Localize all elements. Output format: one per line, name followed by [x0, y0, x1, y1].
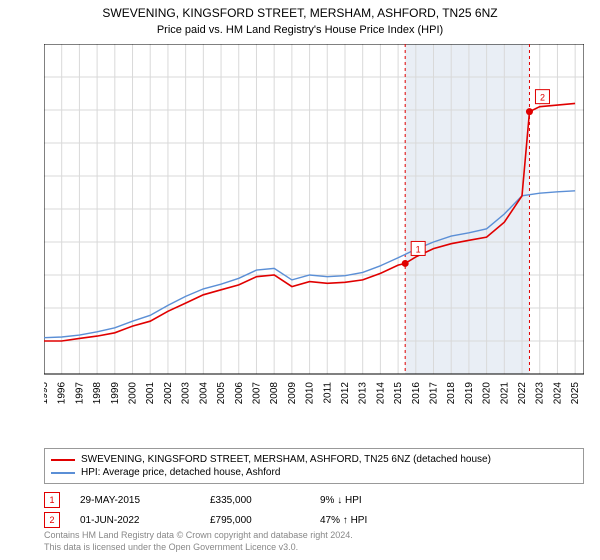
svg-text:2003: 2003	[181, 382, 192, 405]
chart-title: SWEVENING, KINGSFORD STREET, MERSHAM, AS…	[0, 0, 600, 22]
svg-text:2022: 2022	[517, 382, 528, 405]
svg-text:2024: 2024	[552, 382, 563, 405]
svg-text:2012: 2012	[340, 382, 351, 405]
marker-date: 29-MAY-2015	[80, 495, 210, 506]
svg-text:2007: 2007	[251, 382, 262, 405]
marker-row: 1 29-MAY-2015£335,0009% ↓ HPI	[44, 490, 584, 510]
svg-text:1999: 1999	[110, 382, 121, 405]
legend: SWEVENING, KINGSFORD STREET, MERSHAM, AS…	[44, 448, 584, 484]
marker-pct: 47% ↑ HPI	[320, 515, 450, 526]
svg-text:2010: 2010	[305, 382, 316, 405]
marker-row: 2 01-JUN-2022£795,00047% ↑ HPI	[44, 510, 584, 530]
legend-item: SWEVENING, KINGSFORD STREET, MERSHAM, AS…	[51, 453, 577, 466]
chart-subtitle: Price paid vs. HM Land Registry's House …	[0, 22, 600, 36]
svg-text:2004: 2004	[198, 382, 209, 405]
svg-text:2019: 2019	[464, 382, 475, 405]
marker-date: 01-JUN-2022	[80, 515, 210, 526]
svg-text:1998: 1998	[92, 382, 103, 405]
footer-line1: Contains HM Land Registry data © Crown c…	[44, 530, 353, 542]
svg-text:2: 2	[540, 93, 545, 103]
svg-text:2023: 2023	[535, 382, 546, 405]
svg-text:2016: 2016	[411, 382, 422, 405]
svg-text:2021: 2021	[499, 382, 510, 405]
svg-text:1: 1	[416, 244, 421, 254]
marker-price: £795,000	[210, 515, 320, 526]
svg-text:2008: 2008	[269, 382, 280, 405]
marker-number-box: 2	[44, 512, 60, 528]
svg-text:2014: 2014	[375, 382, 386, 405]
svg-text:2009: 2009	[287, 382, 298, 405]
svg-text:2020: 2020	[482, 382, 493, 405]
legend-swatch	[51, 472, 75, 474]
legend-label: HPI: Average price, detached house, Ashf…	[81, 467, 280, 478]
footer-attribution: Contains HM Land Registry data © Crown c…	[44, 530, 353, 553]
svg-text:2001: 2001	[145, 382, 156, 405]
marker-pct: 9% ↓ HPI	[320, 495, 450, 506]
marker-number-box: 1	[44, 492, 60, 508]
footer-line2: This data is licensed under the Open Gov…	[44, 542, 353, 554]
legend-item: HPI: Average price, detached house, Ashf…	[51, 466, 577, 479]
svg-text:2002: 2002	[163, 382, 174, 405]
svg-text:1995: 1995	[44, 382, 50, 405]
svg-text:2025: 2025	[570, 382, 581, 405]
svg-text:2005: 2005	[216, 382, 227, 405]
svg-text:2013: 2013	[358, 382, 369, 405]
svg-text:2015: 2015	[393, 382, 404, 405]
legend-swatch	[51, 459, 75, 461]
svg-text:1997: 1997	[74, 382, 85, 405]
svg-text:2000: 2000	[128, 382, 139, 405]
legend-label: SWEVENING, KINGSFORD STREET, MERSHAM, AS…	[81, 454, 491, 465]
marker-price: £335,000	[210, 495, 320, 506]
svg-text:2011: 2011	[322, 382, 333, 404]
marker-table: 1 29-MAY-2015£335,0009% ↓ HPI 2 01-JUN-2022…	[44, 490, 584, 530]
svg-text:1996: 1996	[57, 382, 68, 405]
chart-svg: £0£100K£200K£300K£400K£500K£600K£700K£80…	[44, 44, 584, 414]
svg-text:2017: 2017	[429, 382, 440, 405]
chart-plot-area: £0£100K£200K£300K£400K£500K£600K£700K£80…	[44, 44, 584, 414]
chart-container: SWEVENING, KINGSFORD STREET, MERSHAM, AS…	[0, 0, 600, 560]
svg-text:2006: 2006	[234, 382, 245, 405]
svg-text:2018: 2018	[446, 382, 457, 405]
